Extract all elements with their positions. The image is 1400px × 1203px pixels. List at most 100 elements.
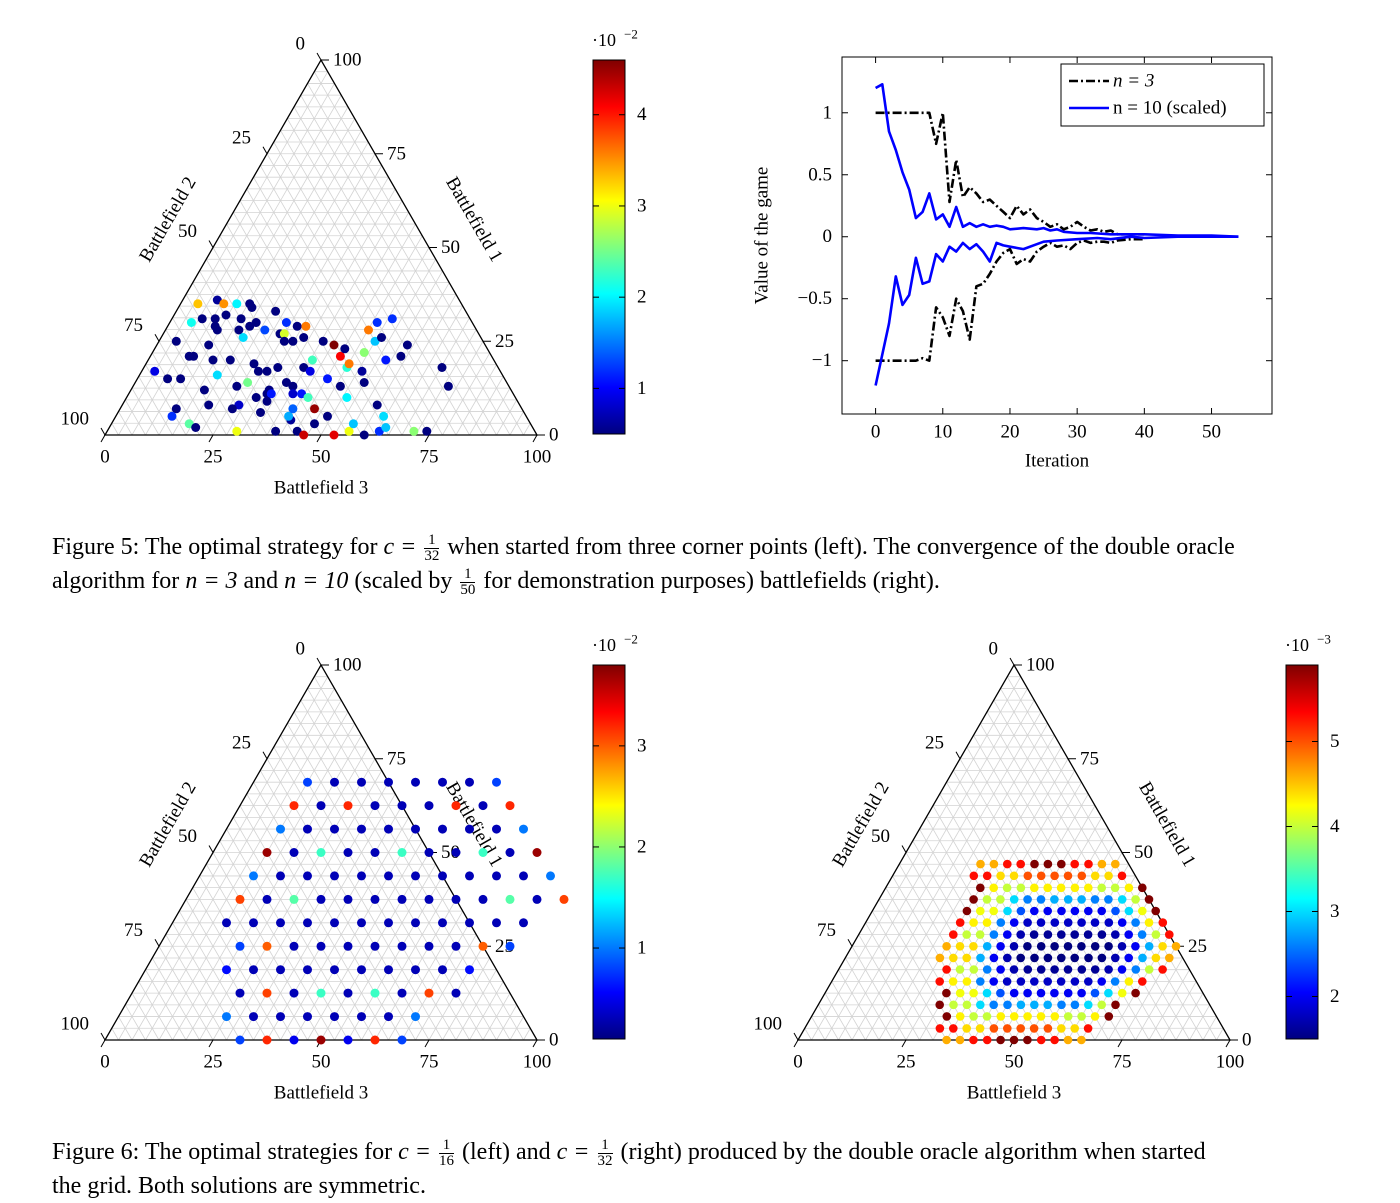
- grid-line: [1108, 934, 1170, 1041]
- tick-label-battlefield-1: 100: [333, 50, 362, 71]
- strategy-point: [1063, 988, 1073, 998]
- tick-label-battlefield-1: 100: [333, 655, 362, 676]
- strategy-point: [323, 411, 332, 421]
- strategy-point: [262, 848, 272, 857]
- strategy-point: [1151, 930, 1161, 939]
- series-line-n3-lower: [875, 237, 1145, 362]
- strategy-point: [397, 988, 407, 998]
- grid-line: [824, 992, 853, 1041]
- tick-mark: [154, 939, 160, 947]
- strategy-point: [1023, 965, 1033, 974]
- strategy-point: [989, 859, 999, 869]
- strategy-point: [1043, 977, 1052, 986]
- grid-line: [415, 329, 477, 436]
- grid-line: [455, 969, 497, 1041]
- grid-line: [1135, 957, 1184, 1041]
- strategy-point: [1050, 918, 1060, 927]
- strategy-point: [451, 801, 461, 811]
- tick-label-battlefield-3: 50: [312, 1052, 331, 1073]
- strategy-point: [176, 374, 186, 384]
- strategy-point: [222, 965, 231, 975]
- strategy-point: [357, 366, 367, 376]
- strategy-point: [982, 988, 992, 998]
- strategy-point: [171, 336, 181, 346]
- tick-label-battlefield-1: 0: [549, 1030, 559, 1051]
- strategy-point: [492, 918, 501, 928]
- strategy-point: [279, 336, 289, 346]
- grid-line: [361, 282, 450, 436]
- grid-line: [178, 305, 254, 436]
- strategy-point: [1104, 871, 1113, 881]
- grid-line: [858, 934, 920, 1041]
- strategy-point: [1077, 871, 1087, 881]
- strategy-point: [1043, 883, 1052, 893]
- strategy-point: [1077, 1012, 1086, 1021]
- strategy-point: [1104, 942, 1113, 951]
- strategy-point: [1070, 930, 1079, 939]
- grid-line: [388, 910, 464, 1041]
- grid-line: [246, 188, 389, 436]
- strategy-point: [1023, 942, 1032, 951]
- colorbar-tick-label: 2: [637, 836, 647, 857]
- strategy-point: [1110, 883, 1120, 893]
- strategy-point: [212, 295, 222, 305]
- strategy-point: [1117, 988, 1127, 998]
- strategy-point: [465, 918, 474, 928]
- tick-mark: [1225, 1039, 1231, 1048]
- strategy-point: [1023, 895, 1032, 904]
- strategy-point: [381, 423, 391, 432]
- strategy-point: [1111, 1000, 1120, 1010]
- colorbar: [1285, 664, 1319, 1040]
- strategy-point: [424, 894, 434, 904]
- strategy-point: [996, 1012, 1006, 1021]
- grid-line: [165, 934, 227, 1041]
- tick-mark: [424, 1039, 430, 1048]
- strategy-point: [384, 918, 393, 928]
- colorbar-tick-label: 2: [637, 287, 647, 308]
- strategy-point: [492, 777, 501, 787]
- strategy-point: [232, 381, 242, 391]
- colorbar-tick-label: 5: [1330, 731, 1340, 752]
- strategy-point: [1023, 1012, 1032, 1021]
- tick-mark: [100, 1032, 106, 1041]
- strategy-point: [1030, 906, 1039, 916]
- axis-label-battlefield-2: Battlefield 2: [135, 778, 200, 870]
- strategy-point: [384, 1012, 393, 1022]
- strategy-point: [1084, 977, 1093, 986]
- strategy-point: [262, 366, 272, 376]
- strategy-point: [1043, 930, 1053, 939]
- tick-mark: [901, 1039, 907, 1048]
- strategy-point: [1077, 918, 1086, 927]
- strategy-point: [221, 310, 231, 320]
- strategy-point: [1036, 871, 1046, 881]
- strategy-point: [478, 801, 488, 811]
- strategy-point: [1043, 953, 1053, 963]
- strategy-point: [1043, 1024, 1053, 1033]
- grid-line: [111, 423, 119, 436]
- grid-line: [838, 969, 880, 1041]
- grid-line: [428, 341, 484, 436]
- grid-line: [401, 317, 470, 436]
- strategy-point: [1138, 977, 1147, 986]
- strategy-point: [310, 404, 319, 414]
- strategy-point: [505, 894, 515, 904]
- strategy-point: [478, 941, 488, 951]
- strategy-point: [318, 336, 328, 346]
- x-axis-label: Iteration: [1025, 451, 1090, 472]
- strategy-point: [1050, 871, 1059, 881]
- strategy-point: [411, 965, 420, 975]
- strategy-point: [342, 393, 352, 402]
- strategy-point: [996, 918, 1006, 927]
- strategy-point: [276, 1012, 285, 1022]
- strategy-point: [243, 378, 253, 387]
- strategy-point: [1090, 895, 1100, 904]
- grid-line: [199, 141, 369, 436]
- tick-mark: [208, 240, 214, 248]
- strategy-point: [359, 378, 369, 387]
- strategy-point: [370, 988, 380, 998]
- strategy-point: [1030, 883, 1039, 893]
- strategy-point: [249, 918, 258, 928]
- strategy-point: [451, 848, 461, 857]
- strategy-point: [962, 930, 971, 939]
- strategy-point: [212, 370, 222, 380]
